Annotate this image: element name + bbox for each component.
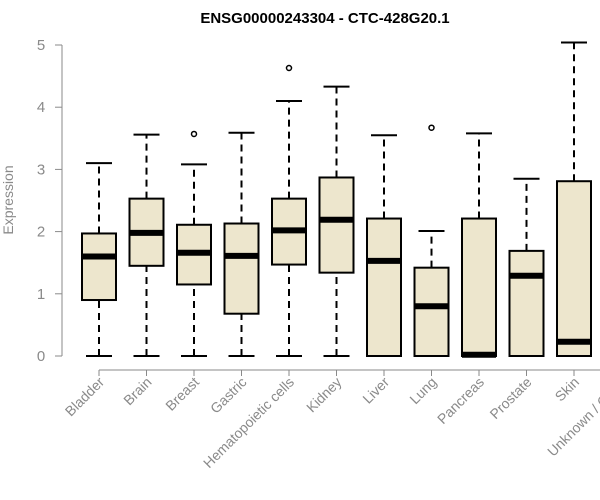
box-5 — [318, 85, 355, 357]
x-category-label: Prostate — [486, 374, 534, 422]
box-iqr — [461, 217, 497, 357]
box-iqr — [318, 176, 355, 274]
x-category-label: Pancreas — [434, 374, 487, 427]
y-tick-label: 0 — [37, 348, 45, 365]
x-category-label: Brain — [120, 374, 154, 408]
box-iqr — [413, 266, 450, 357]
box-iqr — [223, 222, 260, 315]
x-category-label: Bladder — [62, 374, 108, 420]
box-iqr — [366, 217, 402, 357]
x-category-label: Liver — [359, 374, 392, 407]
box-8 — [461, 132, 497, 358]
box-6 — [366, 134, 402, 357]
box-0 — [81, 162, 117, 357]
axes-group: 0 1 2 3 4 5 — [37, 37, 600, 376]
box-10 — [556, 41, 592, 357]
box-iqr — [81, 232, 117, 302]
x-category-label: Hematopoietic cells — [200, 374, 297, 471]
y-tick-label: 2 — [37, 224, 45, 241]
x-category-label: Breast — [162, 374, 202, 414]
y-tick-label: 3 — [37, 161, 45, 178]
x-category-label: Lung — [406, 374, 439, 407]
chart-title: ENSG00000243304 - CTC-428G20.1 — [200, 10, 449, 27]
y-axis-label: Expression — [0, 165, 16, 234]
box-9 — [508, 177, 545, 357]
x-category-label: Skin — [552, 374, 583, 405]
x-category-label: Gastric — [207, 374, 250, 417]
outlier-point — [285, 64, 293, 72]
box-7 — [413, 124, 450, 357]
box-3 — [223, 131, 260, 357]
y-tick-label: 4 — [37, 99, 45, 116]
outlier-point — [190, 130, 198, 138]
box-iqr — [556, 180, 592, 357]
x-category-label: Kidney — [303, 374, 345, 416]
y-tick-label: 5 — [37, 37, 45, 54]
boxes-group — [81, 41, 592, 358]
box-4 — [271, 64, 307, 357]
outlier-point — [428, 124, 435, 131]
y-tick-label: 1 — [37, 286, 45, 303]
box-iqr — [508, 249, 545, 357]
box-1 — [128, 133, 165, 357]
box-2 — [176, 130, 212, 357]
